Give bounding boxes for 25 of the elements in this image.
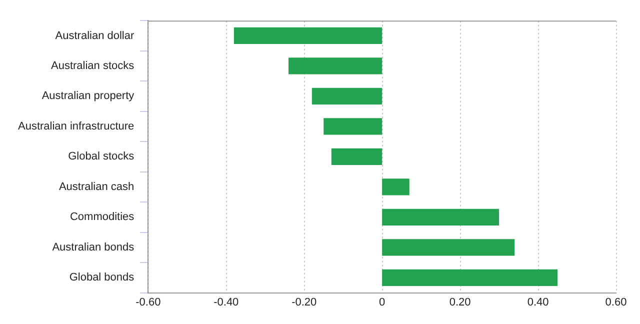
x-tick-label: 0.40 — [527, 296, 549, 308]
bar — [288, 58, 382, 74]
bar — [324, 118, 382, 135]
x-tick-label: -0.20 — [292, 296, 317, 308]
bar — [312, 88, 382, 105]
x-tick-label: 0.60 — [605, 296, 627, 308]
bar — [382, 208, 500, 226]
y-tick-label: Australian property — [42, 90, 135, 102]
y-tick-label: Australian dollar — [55, 30, 134, 42]
x-tick-label: -0.60 — [136, 296, 161, 308]
y-tick-label: Global bonds — [69, 272, 135, 284]
x-tick-label: 0.20 — [449, 296, 471, 308]
y-tick-label: Commodities — [70, 211, 135, 224]
bar — [382, 269, 558, 286]
y-tick-label: Australian infrastructure — [18, 120, 134, 132]
bar — [382, 239, 515, 256]
y-tick-label: Australian stocks — [51, 60, 135, 72]
x-tick-label: 0 — [379, 296, 386, 308]
bar — [234, 27, 382, 44]
y-tick-label: Australian cash — [58, 180, 134, 193]
y-tick-label: Global stocks — [68, 150, 135, 163]
y-tick-label: Australian bonds — [52, 241, 135, 254]
bar — [382, 178, 410, 196]
x-tick-label: -0.40 — [214, 296, 239, 308]
bar — [331, 148, 382, 166]
